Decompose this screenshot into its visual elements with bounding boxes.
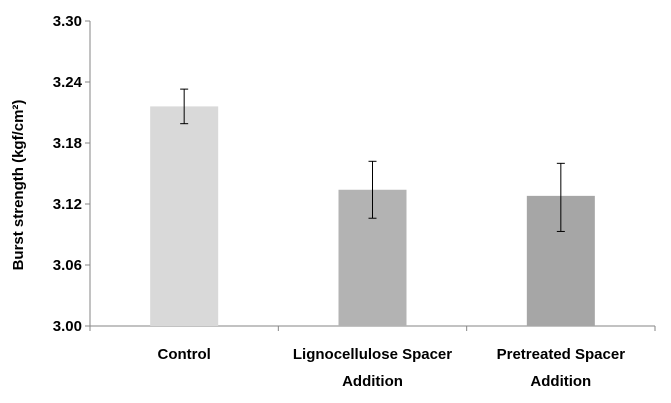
y-axis: 3.00 3.06 3.12 3.18 3.24 3.30: [53, 13, 91, 335]
category-label: Lignocellulose Spacer: [293, 346, 452, 363]
y-axis-title: Burst strength (kgf/cm²): [10, 100, 27, 271]
category-labels: Control Lignocellulose Spacer Addition Pret…: [158, 346, 626, 390]
y-tick-label: 3.00: [53, 318, 82, 335]
category-label: Control: [158, 346, 211, 363]
x-axis: [89, 325, 656, 331]
category-label: Pretreated Spacer: [497, 346, 626, 363]
y-tick-label: 3.30: [53, 13, 82, 30]
category-label: Addition: [342, 373, 403, 390]
error-bars: [180, 88, 565, 232]
bar: [150, 106, 219, 327]
y-tick-label: 3.18: [53, 135, 82, 152]
bar-series: [150, 106, 595, 327]
y-tick-label: 3.12: [53, 196, 82, 213]
y-tick-label: 3.06: [53, 257, 82, 274]
y-tick-label: 3.24: [53, 74, 83, 91]
category-label: Addition: [530, 373, 591, 390]
